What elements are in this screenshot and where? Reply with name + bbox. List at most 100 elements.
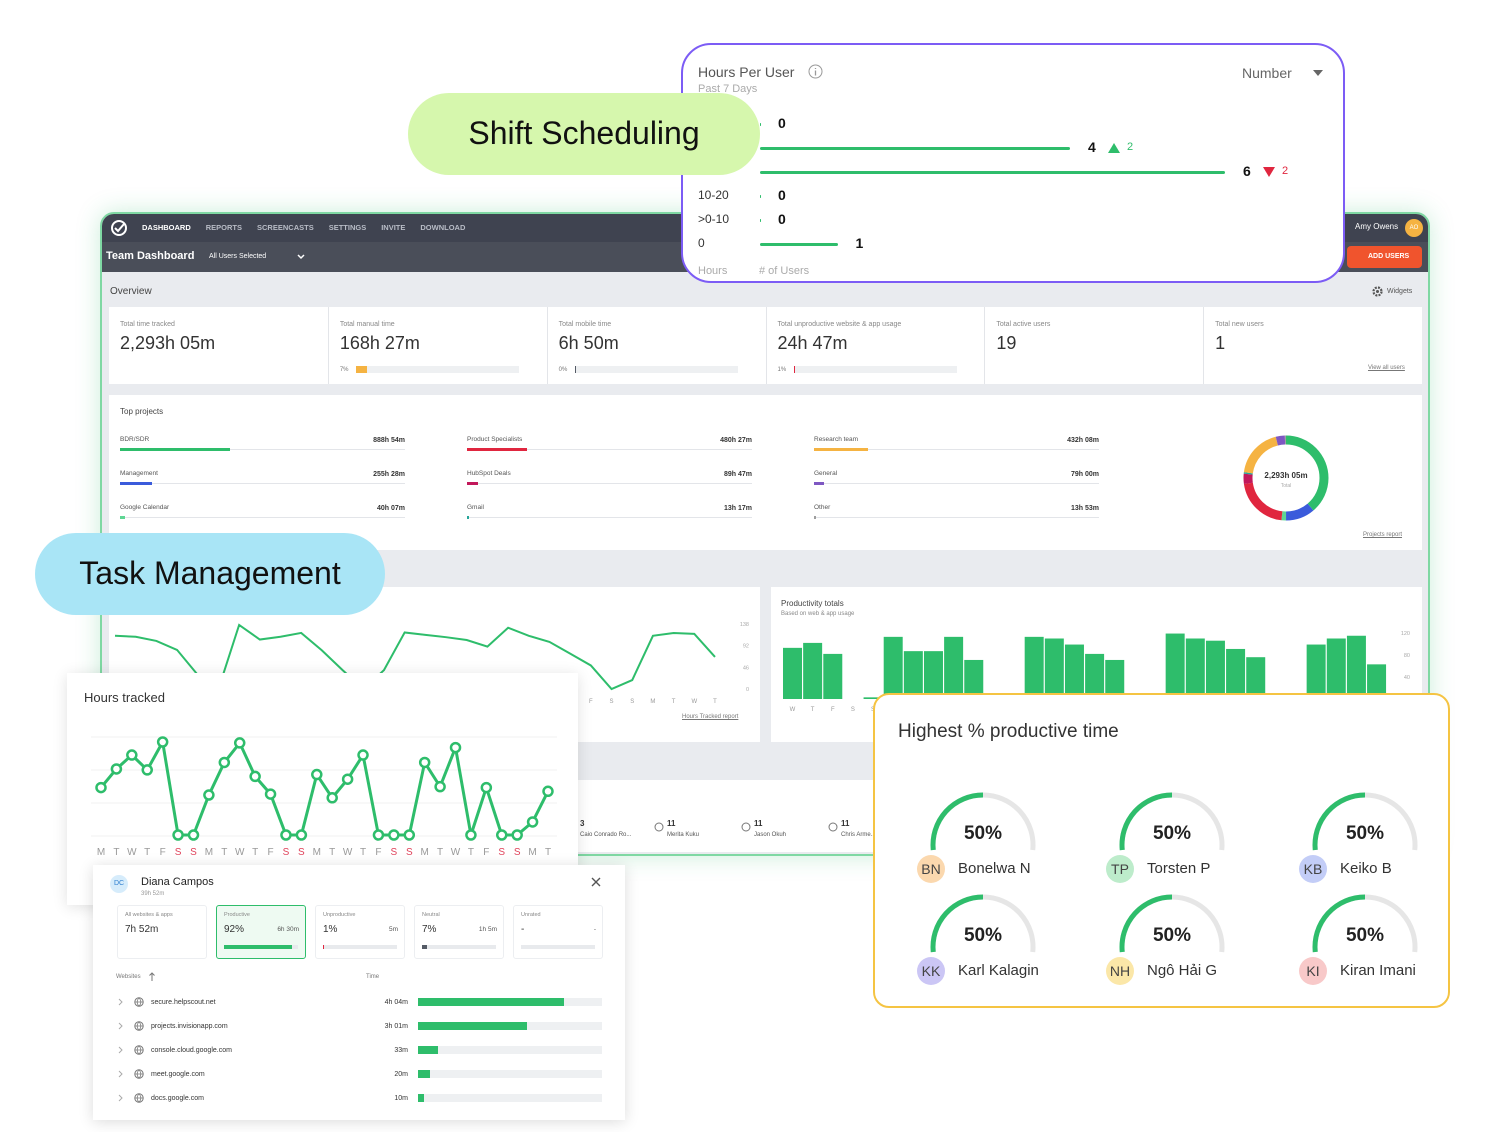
- globe-lines: [134, 1093, 144, 1103]
- info-icon[interactable]: [808, 64, 823, 79]
- site-name: projects.invisionapp.com: [151, 1023, 228, 1030]
- person-name: Bonelwa N: [958, 860, 1031, 877]
- day-label: F: [831, 707, 835, 713]
- usage-card[interactable]: Neutral 7% 1h 5m: [414, 905, 504, 959]
- avatar: [1106, 957, 1134, 985]
- select-chevron[interactable]: [1313, 69, 1323, 77]
- avatar: [917, 855, 945, 883]
- hours-point: [526, 816, 539, 828]
- user-filter[interactable]: All Users Selected: [209, 253, 267, 260]
- nav-item[interactable]: DOWNLOAD: [420, 223, 466, 232]
- productivity-bar: [1185, 638, 1205, 699]
- person-name: Keiko B: [1340, 860, 1392, 877]
- project-track: [467, 483, 752, 484]
- usage-track: [323, 945, 397, 949]
- usage-bar: [422, 945, 428, 949]
- member-name: Jason Okuh: [754, 832, 787, 838]
- share-bar: [574, 366, 576, 373]
- close-button[interactable]: [591, 877, 601, 887]
- usage-label: All websites & apps: [125, 912, 173, 918]
- sort-arrow[interactable]: [149, 972, 155, 981]
- project-name: General: [814, 470, 838, 477]
- site-track: [418, 1094, 602, 1102]
- user-count-bar: [760, 219, 761, 222]
- project-name: HubSpot Deals: [467, 470, 511, 477]
- productivity-bar: [923, 651, 943, 699]
- member-name: Caio Conrado Ro...: [580, 832, 632, 838]
- globe-lines: [134, 1045, 144, 1055]
- day-label: T: [437, 847, 443, 858]
- nav-item[interactable]: SCREENCASTS: [257, 223, 314, 232]
- projects-link[interactable]: Projects report: [1363, 532, 1403, 538]
- member-icon-shape: [741, 822, 751, 832]
- trend-change: 2: [1282, 165, 1289, 177]
- report-link[interactable]: Hours Tracked report: [682, 714, 739, 720]
- nav-item[interactable]: SETTINGS: [328, 223, 367, 232]
- gauge-fill: [1312, 894, 1366, 953]
- stat-value: 24h 47m: [777, 333, 848, 353]
- hours-point: [449, 741, 462, 754]
- avatar: [917, 957, 945, 985]
- usage-value: 7h 52m: [125, 924, 159, 935]
- add-users-button[interactable]: ADD USERS: [1347, 246, 1422, 268]
- user-count-bar: [760, 243, 838, 246]
- nav-item[interactable]: DASHBOARD: [142, 223, 191, 232]
- productivity-bar: [1226, 648, 1246, 699]
- share-bar: [793, 366, 796, 373]
- globe-lines: [134, 1021, 144, 1031]
- trend-arrow: [1108, 143, 1120, 153]
- hours-point: [264, 788, 277, 800]
- stat-card: Total active users 19: [984, 307, 1203, 384]
- user-count: 1: [855, 235, 864, 251]
- gauge-percent: 50%: [964, 823, 1002, 844]
- nav-item[interactable]: INVITE: [381, 223, 406, 232]
- usage-card[interactable]: Productive 92% 6h 30m: [216, 905, 306, 959]
- day-label: T: [113, 847, 119, 858]
- productivity-bar: [1326, 638, 1346, 699]
- day-label: W: [343, 847, 353, 858]
- usage-card[interactable]: All websites & apps 7h 52m: [117, 905, 207, 959]
- logo: [111, 220, 127, 236]
- stat-share: 0%: [558, 367, 568, 373]
- user-avatar[interactable]: AO: [1405, 219, 1423, 237]
- hours-per-user-card: Hours Per User Past 7 Days Number Hours …: [681, 43, 1345, 283]
- stats-row: Total time tracked 2,293h 05m Total manual…: [109, 307, 1422, 384]
- usage-card[interactable]: Unproductive 1% 5m: [315, 905, 405, 959]
- project-time: 255h 28m: [373, 471, 405, 478]
- avatar-initials: TP: [1111, 861, 1129, 877]
- project-bar: [467, 482, 479, 485]
- project-time: 40h 07m: [376, 505, 405, 512]
- y-tick-label: 40: [1404, 675, 1410, 681]
- nav-item[interactable]: REPORTS: [205, 223, 243, 232]
- gauge-percent: 50%: [964, 925, 1002, 946]
- widgets-button[interactable]: Widgets: [1387, 288, 1413, 295]
- stat-label: Total active users: [996, 321, 1051, 328]
- usage-value: 92%: [224, 924, 245, 935]
- day-label: F: [267, 847, 273, 858]
- gear-icon[interactable]: [1372, 286, 1383, 297]
- day-label: W: [790, 707, 796, 713]
- filter-chevron[interactable]: [297, 253, 305, 261]
- hours-line: [99, 737, 550, 837]
- productivity-bar: [1205, 640, 1225, 699]
- day-label: M: [528, 847, 536, 858]
- project-bar: [467, 448, 527, 451]
- metric-select[interactable]: Number: [1242, 65, 1292, 81]
- stat-value: 168h 27m: [339, 333, 420, 353]
- gauge-fill: [1119, 894, 1173, 953]
- user-count-bar: [760, 171, 1225, 174]
- member-icon: [828, 822, 838, 832]
- usage-card[interactable]: Unrated - -: [513, 905, 603, 959]
- column-websites[interactable]: Websites: [116, 974, 141, 980]
- stat-link[interactable]: View all users: [1367, 365, 1405, 371]
- day-label: S: [391, 847, 398, 858]
- project-bar: [814, 482, 824, 485]
- day-label: S: [498, 847, 505, 858]
- stat-card: Total unproductive website & app usage 24…: [765, 307, 985, 384]
- expand-chevron: [118, 1094, 123, 1102]
- user-name: Amy Owens: [1355, 222, 1399, 231]
- top-projects: Top projects BDR/SDR 888h 54m Management 255…: [109, 395, 1422, 550]
- person-name: Kiran Imani: [1340, 962, 1416, 979]
- day-label: T: [713, 699, 717, 705]
